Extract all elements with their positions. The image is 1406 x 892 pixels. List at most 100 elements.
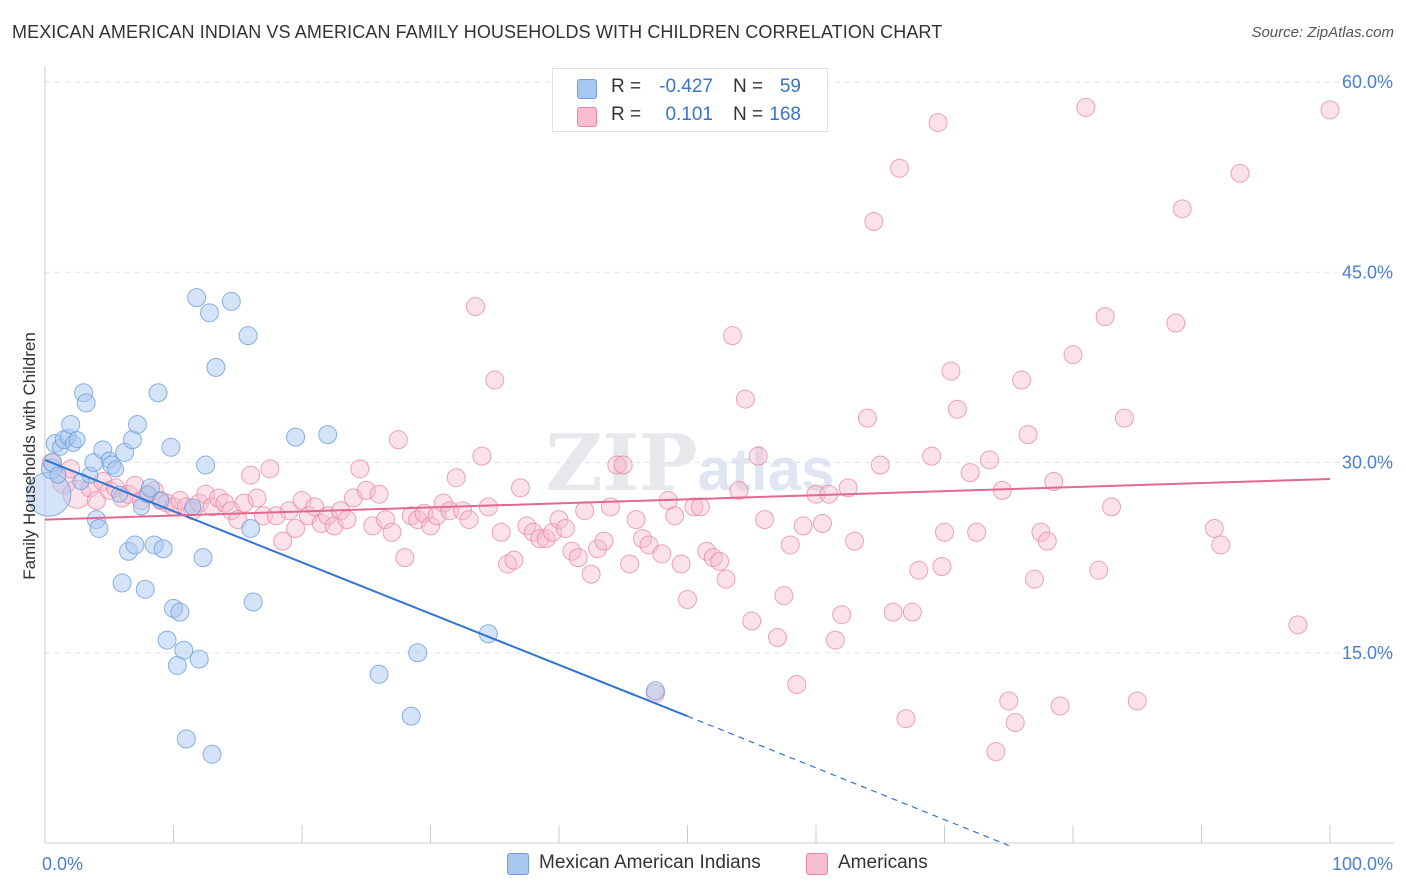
data-point-americans [241, 465, 261, 485]
legend-r-label: R = [611, 104, 642, 125]
data-point-americans [812, 513, 832, 533]
data-point-americans [999, 691, 1019, 711]
x-tick-label-max: 100.0% [1332, 854, 1393, 874]
data-point-americans [472, 446, 492, 466]
trend-line-americans [44, 477, 1331, 521]
y-tick-label: 15.0% [1342, 643, 1393, 663]
data-point-americans [215, 493, 235, 513]
data-point-americans [986, 742, 1006, 762]
data-point-mexican-american-indians [157, 630, 177, 650]
data-point-americans [690, 497, 710, 517]
data-point-mexican-american-indians [128, 414, 148, 434]
data-point-americans [568, 548, 588, 568]
data-point-americans [86, 491, 106, 511]
data-point-americans [864, 212, 884, 232]
data-point-americans [671, 554, 691, 574]
data-point-mexican-american-indians [187, 288, 207, 308]
data-point-americans [825, 630, 845, 650]
data-point-americans [922, 446, 942, 466]
data-point-americans [947, 399, 967, 419]
data-point-mexican-american-indians [76, 393, 96, 413]
data-point-mexican-american-indians [206, 357, 226, 377]
data-point-mexican-american-indians [286, 427, 306, 447]
data-point-americans [575, 501, 595, 521]
tick-marks [44, 825, 1331, 843]
data-point-americans [684, 497, 704, 517]
data-point-americans [902, 602, 922, 622]
data-point-mexican-american-indians [107, 460, 125, 478]
source-label: Source: ZipAtlas.com [1251, 24, 1394, 41]
data-point-americans [626, 510, 646, 530]
data-point-americans [838, 478, 858, 498]
legend-n-label: N = [733, 104, 764, 125]
data-point-mexican-american-indians [174, 640, 194, 660]
data-point-americans [716, 569, 736, 589]
data-point-mexican-american-indians [112, 573, 132, 593]
data-point-americans [748, 446, 768, 466]
data-point-mexican-american-indians [140, 478, 160, 498]
data-point-americans [376, 510, 396, 530]
data-point-americans [896, 709, 916, 729]
data-point-americans [1127, 691, 1147, 711]
data-point-mexican-american-indians [241, 518, 261, 538]
data-point-americans [845, 531, 865, 551]
data-point-americans [710, 551, 730, 571]
data-point-americans [421, 516, 440, 536]
watermark-atlas: atlas [698, 436, 835, 503]
data-point-americans [543, 522, 563, 542]
data-point-americans [1172, 199, 1192, 219]
data-point-americans [395, 548, 415, 568]
correlation-legend: R = -0.427 N = 59 R = 0.101 N = 168 [552, 68, 828, 132]
data-point-americans [1018, 425, 1038, 445]
data-point-mexican-american-indians [199, 303, 219, 323]
data-point-americans [767, 628, 787, 648]
data-point-mexican-american-indians [184, 498, 202, 516]
data-point-americans [742, 611, 762, 631]
data-point-americans [960, 463, 980, 483]
data-point-americans [350, 459, 370, 479]
data-point-mexican-american-indians [170, 602, 190, 622]
data-point-americans [883, 602, 903, 622]
data-point-americans [1050, 696, 1070, 716]
data-point-americans [967, 522, 987, 542]
data-point-americans [787, 674, 807, 694]
data-point-americans [735, 389, 755, 409]
data-point-americans [1095, 307, 1115, 327]
data-point-americans [780, 535, 800, 555]
trend-line-mexican-american-indians [44, 459, 688, 718]
data-point-americans [208, 488, 228, 508]
data-point-americans [1012, 370, 1032, 390]
data-point-mexican-american-indians [125, 535, 145, 555]
data-point-mexican-american-indians [193, 548, 213, 568]
data-point-americans [446, 468, 466, 488]
chart-title: MEXICAN AMERICAN INDIAN VS AMERICAN FAMI… [12, 22, 943, 42]
data-point-americans [337, 510, 357, 530]
data-point-americans [234, 493, 254, 513]
americans-points [41, 97, 1340, 762]
data-point-mexican-american-indians [401, 706, 421, 726]
data-point-americans [260, 459, 280, 479]
data-point-americans [607, 455, 627, 475]
data-point-americans [459, 510, 479, 530]
series-swatch-blue [507, 853, 529, 875]
data-point-americans [491, 522, 511, 542]
data-point-mexican-american-indians [49, 466, 67, 484]
data-point-americans [774, 586, 794, 606]
data-point-americans [941, 361, 961, 381]
data-point-mexican-american-indians [135, 579, 155, 599]
data-point-americans [594, 531, 614, 551]
data-point-americans [510, 478, 530, 498]
data-point-americans [1089, 560, 1109, 580]
data-point-mexican-american-indians [243, 592, 263, 612]
legend-row-americans: R = 0.101 N = 168 [553, 101, 827, 129]
data-point-americans [1288, 615, 1308, 635]
data-point-americans [555, 518, 575, 538]
data-point-americans [665, 506, 685, 526]
watermark: ZIPatlas [546, 418, 835, 509]
data-point-americans [928, 113, 948, 133]
data-point-americans [504, 550, 524, 570]
legend-row-mexican-american-indians: R = -0.427 N = 59 [553, 73, 827, 101]
data-point-americans [1204, 518, 1224, 538]
data-point-mexican-american-indians [161, 437, 181, 457]
